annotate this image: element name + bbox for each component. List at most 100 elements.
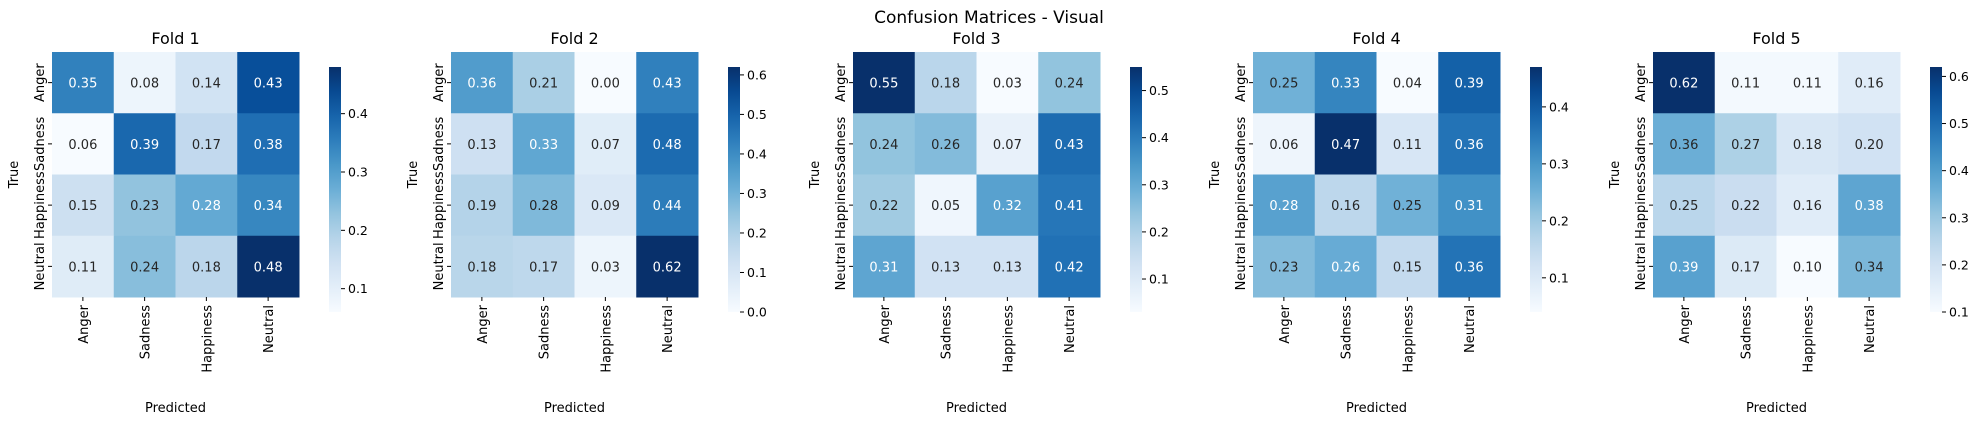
confusion-matrix-chart: Fold 5 0.62 0.11 0.11 0.16 0.36 0.27 0.18 0.20 0.… — [1608, 29, 1969, 416]
heatmap-cell — [237, 52, 300, 114]
panel-title: Fold 2 — [550, 29, 598, 48]
cell-value-label: 0.13 — [931, 260, 960, 275]
x-tick-label: Neutral — [1063, 305, 1078, 353]
cell-value-label: 0.31 — [869, 260, 898, 275]
colorbar-tick-label: 0.4 — [1149, 130, 1169, 145]
cell-value-label: 0.22 — [1731, 199, 1760, 214]
x-tick-label: Happiness — [599, 305, 614, 373]
y-tick-label: Neutral — [834, 242, 849, 290]
x-axis-label: Predicted — [1346, 401, 1407, 416]
cell-value-label: 0.62 — [653, 260, 682, 275]
y-tick-label: Sadness — [1234, 117, 1249, 171]
cell-value-label: 0.17 — [192, 138, 221, 153]
cell-value-label: 0.24 — [1055, 77, 1084, 92]
cell-value-label: 0.43 — [653, 77, 682, 92]
y-axis-label: True — [1608, 161, 1623, 190]
y-tick-label: Neutral — [1234, 242, 1249, 290]
heatmap-cell — [451, 113, 514, 175]
cell-value-label: 0.13 — [993, 260, 1022, 275]
cell-value-label: 0.25 — [1669, 199, 1698, 214]
cell-value-label: 0.03 — [591, 260, 620, 275]
cell-value-label: 0.48 — [653, 138, 682, 153]
heatmap-cell — [1838, 235, 1901, 298]
colorbar-tick-label: 0.3 — [1949, 210, 1969, 225]
heatmap-cell — [1838, 52, 1901, 114]
heatmap-cell — [52, 235, 115, 298]
heatmap-cell — [914, 52, 977, 114]
colorbar-tick-label: 0.6 — [1949, 69, 1969, 84]
heatmap-cell — [574, 235, 637, 298]
cell-value-label: 0.14 — [192, 77, 221, 92]
cell-value-label: 0.16 — [1331, 199, 1360, 214]
cell-value-label: 0.23 — [130, 199, 159, 214]
cell-value-label: 0.36 — [1455, 260, 1484, 275]
heatmap-cell — [1253, 174, 1316, 237]
panel-title: Fold 1 — [151, 29, 199, 48]
x-tick-label: Anger — [1678, 304, 1693, 343]
heatmap-cell — [914, 174, 977, 237]
y-tick-label: Happiness — [1634, 171, 1649, 239]
y-axis-label: True — [7, 161, 22, 190]
heatmap-cell — [512, 235, 575, 298]
cell-value-label: 0.62 — [1669, 77, 1698, 92]
heatmap-cell — [574, 174, 637, 237]
heatmap-cell — [1776, 235, 1839, 298]
x-tick-label: Happiness — [1801, 305, 1816, 373]
colorbar-tick-label: 0.1 — [1149, 272, 1169, 287]
x-tick-label: Sadness — [139, 305, 154, 359]
heatmap-cell — [1438, 113, 1501, 175]
cell-value-label: 0.10 — [1793, 260, 1822, 275]
heatmap-cell — [175, 174, 238, 237]
colorbar-tick-label: 0.1 — [747, 265, 767, 280]
heatmap-cell — [113, 174, 176, 237]
heatmap-cell — [1253, 113, 1316, 175]
heatmap-cell — [1438, 52, 1501, 114]
heatmap-cell — [1314, 113, 1377, 175]
colorbar — [1930, 67, 1942, 312]
heatmap-cell — [1376, 52, 1439, 114]
colorbar-tick-label: 0.2 — [1949, 257, 1969, 272]
y-axis-label: True — [1208, 161, 1223, 190]
x-tick-label: Sadness — [940, 305, 955, 359]
cell-value-label: 0.22 — [869, 199, 898, 214]
cell-value-label: 0.06 — [68, 138, 97, 153]
confusion-matrix-chart: Fold 4 0.25 0.33 0.04 0.39 0.06 0.47 0.11 0.36 0.… — [1208, 29, 1569, 416]
y-tick-label: Happiness — [432, 171, 447, 239]
y-tick-label: Anger — [834, 63, 849, 102]
heatmap-cell — [451, 235, 514, 298]
heatmap-cell — [976, 52, 1039, 114]
heatmap-cell — [1314, 235, 1377, 298]
heatmap-cell — [1038, 52, 1101, 114]
heatmap-cell — [1714, 235, 1777, 298]
colorbar-tick-label: 0.1 — [1949, 305, 1969, 320]
heatmap-cell — [451, 52, 514, 114]
heatmap-cell — [1376, 174, 1439, 237]
y-tick-label: Anger — [33, 63, 48, 102]
heatmap-panel: Fold 1 0.35 0.08 0.14 0.43 0.06 0.39 0.17 0.38 0.… — [0, 0, 396, 425]
heatmap-cell — [636, 52, 699, 114]
cell-value-label: 0.15 — [68, 199, 97, 214]
cell-value-label: 0.09 — [591, 199, 620, 214]
cell-value-label: 0.47 — [1331, 138, 1360, 153]
colorbar-tick-label: 0.2 — [1149, 224, 1169, 239]
colorbar-tick-label: 0.5 — [1149, 83, 1169, 98]
heatmap-cell — [976, 174, 1039, 237]
heatmap-panel: Fold 2 0.36 0.21 0.00 0.43 0.13 0.33 0.07 0.48 0.… — [399, 0, 795, 425]
colorbar-tick-label: 0.1 — [1549, 270, 1569, 285]
cell-value-label: 0.31 — [1455, 199, 1484, 214]
cell-value-label: 0.13 — [467, 138, 496, 153]
y-tick-label: Anger — [432, 63, 447, 102]
heatmap-cell — [1776, 113, 1839, 175]
heatmap-cell — [976, 113, 1039, 175]
heatmap-cell — [1438, 235, 1501, 298]
heatmap-cell — [1653, 113, 1716, 175]
y-tick-label: Neutral — [33, 242, 48, 290]
cell-value-label: 0.33 — [529, 138, 558, 153]
x-tick-label: Anger — [476, 304, 491, 343]
cell-value-label: 0.21 — [529, 77, 558, 92]
cell-value-label: 0.11 — [1731, 77, 1760, 92]
y-tick-label: Sadness — [1634, 117, 1649, 171]
cell-value-label: 0.43 — [254, 77, 283, 92]
cell-value-label: 0.04 — [1393, 77, 1422, 92]
cell-value-label: 0.15 — [1393, 260, 1422, 275]
